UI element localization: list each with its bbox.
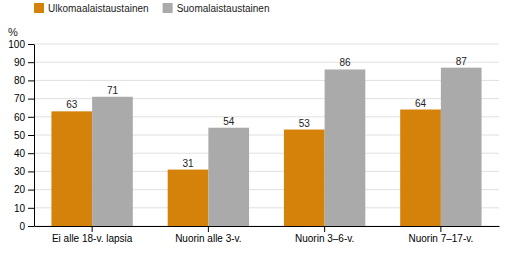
x-tick: Nuorin alle 3-v.: [175, 226, 242, 244]
y-tick-mark: [28, 153, 34, 154]
y-tick: 40: [14, 148, 34, 159]
y-tick: 30: [14, 166, 34, 177]
x-tick-label: Nuorin 3–6-v.: [295, 233, 354, 244]
y-tick: 70: [14, 93, 34, 104]
bar: [284, 130, 325, 226]
y-tick-label: 90: [14, 57, 26, 68]
grid-line: [34, 80, 499, 81]
legend-swatch: [34, 3, 44, 13]
data-labels: 63 31 53 64 71 54 86 87: [66, 56, 467, 169]
x-tick-label: Nuorin 7–17-v.: [408, 233, 473, 244]
x-tick: Nuorin 3–6-v.: [295, 226, 354, 244]
y-tick-label: 80: [14, 75, 26, 86]
y-tick-mark: [28, 80, 34, 81]
data-label: 31: [182, 158, 194, 169]
x-tick: Nuorin 7–17-v.: [408, 226, 473, 244]
y-tick-mark: [28, 99, 34, 100]
y-tick-mark: [28, 62, 34, 63]
bar: [92, 97, 133, 226]
y-tick: 10: [14, 203, 34, 214]
chart-container: 0 10 20 30 40 50 60 70 80 90 100 Ei alle 18-v. laps…: [0, 0, 509, 254]
y-tick-label: 100: [8, 39, 25, 50]
x-tick-mark: [324, 226, 325, 232]
data-label: 63: [66, 99, 78, 110]
y-tick-label: 10: [14, 203, 26, 214]
y-tick-mark: [28, 208, 34, 209]
x-tick: Ei alle 18-v. lapsia: [52, 226, 133, 244]
y-tick-label: 0: [19, 221, 25, 232]
x-axis-line: [35, 226, 500, 227]
y-tick-label: 30: [14, 166, 26, 177]
bar: [325, 69, 366, 226]
data-label: 53: [299, 118, 311, 129]
y-tick-label: 20: [14, 184, 26, 195]
grid: [34, 44, 499, 226]
data-label: 86: [339, 57, 351, 68]
grid-line: [34, 44, 499, 45]
bar: [441, 68, 482, 226]
y-tick-label: 60: [14, 112, 26, 123]
x-axis: Ei alle 18-v. lapsia Nuorin alle 3-v. Nuor…: [35, 226, 500, 244]
bars: [51, 68, 481, 226]
y-tick-mark: [28, 190, 34, 191]
y-axis-line: [34, 45, 35, 227]
legend-label: Ulkomaalaistaustainen: [48, 3, 149, 14]
y-tick: 0: [19, 221, 34, 232]
y-axis: 0 10 20 30 40 50 60 70 80 90 100: [8, 39, 34, 232]
x-tick-label: Nuorin alle 3-v.: [175, 233, 242, 244]
y-tick: 60: [14, 112, 34, 123]
x-tick-mark: [440, 226, 441, 232]
y-tick-label: 70: [14, 93, 26, 104]
grid-line: [34, 62, 499, 63]
data-label: 87: [456, 56, 468, 67]
x-tick-label: Ei alle 18-v. lapsia: [52, 233, 133, 244]
x-tick-mark: [92, 226, 93, 232]
y-tick-label: 50: [14, 130, 26, 141]
y-axis-title: %: [8, 26, 18, 38]
y-tick: 50: [14, 130, 34, 141]
bar: [400, 110, 441, 226]
y-tick: 80: [14, 75, 34, 86]
x-tick-mark: [208, 226, 209, 232]
bar: [208, 128, 249, 226]
data-label: 54: [223, 116, 235, 127]
y-tick: 20: [14, 184, 34, 195]
y-tick-mark: [28, 226, 34, 227]
chart-svg: 0 10 20 30 40 50 60 70 80 90 100 Ei alle 18-v. laps…: [0, 0, 509, 254]
data-label: 64: [415, 98, 427, 109]
legend-item: Suomalaistaustainen: [163, 3, 270, 14]
data-label: 71: [107, 85, 119, 96]
y-tick-mark: [28, 44, 34, 45]
y-tick-label: 40: [14, 148, 26, 159]
y-tick: 90: [14, 57, 34, 68]
legend: Ulkomaalaistaustainen Suomalaistaustainen: [34, 3, 269, 14]
y-tick-mark: [28, 135, 34, 136]
y-tick: 100: [8, 39, 34, 50]
bar: [168, 170, 209, 226]
bar: [51, 111, 92, 226]
legend-swatch: [163, 3, 173, 13]
y-tick-mark: [28, 117, 34, 118]
legend-label: Suomalaistaustainen: [177, 3, 270, 14]
legend-item: Ulkomaalaistaustainen: [34, 3, 149, 14]
y-tick-mark: [28, 171, 34, 172]
